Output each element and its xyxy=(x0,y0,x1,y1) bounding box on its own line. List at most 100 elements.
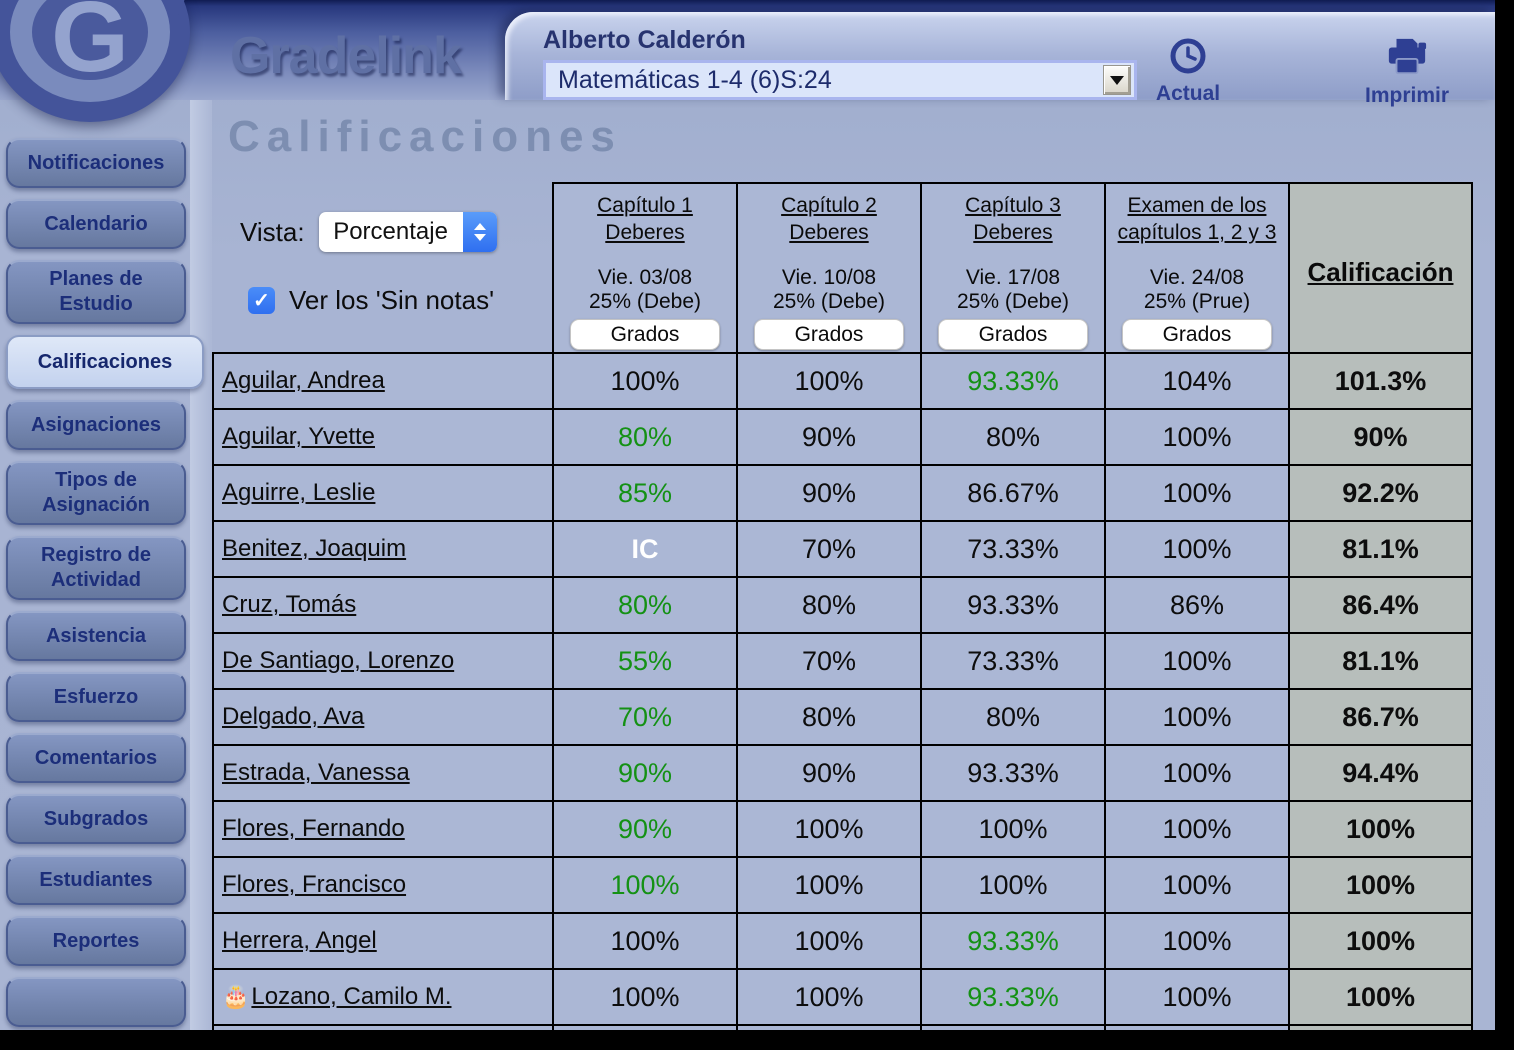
grade-cell: 100% xyxy=(552,968,738,1026)
show-no-grades-label: Ver los 'Sin notas' xyxy=(289,285,495,315)
teacher-name: Alberto Calderón xyxy=(543,26,746,54)
grade-cell: 73.33% xyxy=(920,520,1106,578)
grade-cell xyxy=(1104,1024,1290,1030)
final-grade-cell: 92.2% xyxy=(1288,464,1473,522)
final-grade-cell: 86.7% xyxy=(1288,688,1473,746)
grade-cell: 100% xyxy=(1104,632,1290,690)
show-no-grades-checkbox[interactable]: ✓ xyxy=(248,287,275,314)
grade-cell: 90% xyxy=(552,800,738,858)
grados-button[interactable]: Grados xyxy=(1122,319,1272,350)
class-selector-dropdown[interactable]: Matemáticas 1-4 (6)S:24 xyxy=(543,60,1137,100)
table-row: Herrera, Angel 100% 100% 93.33% 100% 100% xyxy=(212,912,1473,970)
grade-cell: 100% xyxy=(736,352,922,410)
grade-cell: 100% xyxy=(552,352,738,410)
column-header-capitulo-1-deberes: Capítulo 1 Deberes Vie. 03/08 25% (Debe) Gra… xyxy=(552,182,738,354)
table-row: 🎂Lozano, Camilo M. 100% 100% 93.33% 100% 100% xyxy=(212,968,1473,1026)
grade-cell: 80% xyxy=(920,688,1106,746)
sidebar: Notificaciones Calendario Planes de Estudi… xyxy=(6,138,206,1027)
grade-cell: IC xyxy=(552,520,738,578)
grade-cell: 90% xyxy=(736,408,922,466)
vista-select[interactable]: Porcentaje xyxy=(318,212,497,252)
sidebar-content-divider xyxy=(190,100,212,1030)
assignment-link[interactable]: Capítulo 3 Deberes xyxy=(965,194,1061,244)
student-name-link[interactable]: Cruz, Tomás xyxy=(222,591,357,618)
grados-button[interactable]: Grados xyxy=(754,319,904,350)
grade-cell: 100% xyxy=(736,968,922,1026)
student-name-link[interactable]: Aguirre, Leslie xyxy=(222,479,376,506)
student-name-cell: Aguirre, Leslie xyxy=(212,464,554,522)
imprimir-button[interactable]: Imprimir xyxy=(1362,36,1452,108)
actual-button[interactable]: Actual xyxy=(1152,36,1224,106)
student-name-link[interactable]: Flores, Fernando xyxy=(222,815,405,842)
grade-cell xyxy=(736,1024,922,1030)
show-no-grades-control: ✓ Ver los 'Sin notas' xyxy=(248,285,494,316)
student-name-link[interactable]: De Santiago, Lorenzo xyxy=(222,647,455,674)
sidebar-item-estudiantes[interactable]: Estudiantes xyxy=(6,855,186,905)
grade-cell: 104% xyxy=(1104,352,1290,410)
sidebar-item-calificaciones[interactable]: Calificaciones xyxy=(6,335,204,389)
column-header-capitulo-2-deberes: Capítulo 2 Deberes Vie. 10/08 25% (Debe) Gra… xyxy=(736,182,922,354)
sidebar-item-comentarios[interactable]: Comentarios xyxy=(6,733,186,783)
student-name-link[interactable]: Estrada, Vanessa xyxy=(222,759,410,786)
student-name-link[interactable]: Delgado, Ava xyxy=(222,703,365,730)
sidebar-item-notificaciones[interactable]: Notificaciones xyxy=(6,138,186,188)
grade-cell: 90% xyxy=(736,464,922,522)
logo-letter: G xyxy=(51,0,129,93)
sidebar-item-calendario[interactable]: Calendario xyxy=(6,199,186,249)
student-name-cell: Estrada, Vanessa xyxy=(212,744,554,802)
grade-cell: 73.33% xyxy=(920,632,1106,690)
student-name-cell: De Santiago, Lorenzo xyxy=(212,632,554,690)
sidebar-item-subgrados[interactable]: Subgrados xyxy=(6,794,186,844)
assignment-weight: 25% (Debe) xyxy=(772,290,886,313)
grade-cell: 100% xyxy=(1104,912,1290,970)
grade-cell: 100% xyxy=(1104,408,1290,466)
grados-button[interactable]: Grados xyxy=(570,319,720,350)
imprimir-label: Imprimir xyxy=(1364,84,1450,107)
student-name-link[interactable]: Benitez, Joaquim xyxy=(222,535,407,562)
sidebar-item-registro-de-actividad[interactable]: Registro de Actividad xyxy=(6,536,186,600)
grade-cell: 93.33% xyxy=(920,912,1106,970)
table-row: Benitez, Joaquim IC 70% 73.33% 100% 81.1% xyxy=(212,520,1473,578)
assignment-link[interactable]: Capítulo 2 Deberes xyxy=(781,194,877,244)
sidebar-item-asignaciones[interactable]: Asignaciones xyxy=(6,400,186,450)
brand-wordmark: Gradelink xyxy=(230,27,462,85)
select-stepper-icon xyxy=(462,212,497,252)
assignment-weight: 25% (Debe) xyxy=(588,290,702,313)
chevron-down-icon xyxy=(473,234,486,241)
grade-cell: 80% xyxy=(736,688,922,746)
assignment-link[interactable]: Examen de los capítulos 1, 2 y 3 xyxy=(1117,194,1277,244)
grade-cell: 93.33% xyxy=(920,968,1106,1026)
grados-button[interactable]: Grados xyxy=(938,319,1088,350)
final-grade-cell: 100% xyxy=(1288,968,1473,1026)
grade-cell: 80% xyxy=(552,408,738,466)
gradelink-logo-icon: G xyxy=(0,0,212,122)
table-row-partial xyxy=(212,1024,1473,1030)
class-selector-arrow-button[interactable] xyxy=(1103,65,1131,95)
header: G Gradelink Alberto Calderón Matemáticas… xyxy=(0,0,1495,122)
student-name-link[interactable]: Lozano, Camilo M. xyxy=(251,983,452,1010)
table-row: Flores, Fernando 90% 100% 100% 100% 100% xyxy=(212,800,1473,858)
sidebar-item-reportes[interactable]: Reportes xyxy=(6,916,186,966)
table-row: Aguilar, Andrea 100% 100% 93.33% 104% 101.3% xyxy=(212,352,1473,410)
final-grade-cell: 100% xyxy=(1288,912,1473,970)
grade-cell: 100% xyxy=(736,800,922,858)
student-name-cell: Herrera, Angel xyxy=(212,912,554,970)
sidebar-item-tipos-de-asignacion[interactable]: Tipos de Asignación xyxy=(6,461,186,525)
student-name-cell: Flores, Francisco xyxy=(212,856,554,914)
student-name-link[interactable]: Flores, Francisco xyxy=(222,871,407,898)
sidebar-item-planes-de-estudio[interactable]: Planes de Estudio xyxy=(6,260,186,324)
final-grade-cell: 86.4% xyxy=(1288,576,1473,634)
sidebar-item-partial[interactable] xyxy=(6,977,186,1027)
chevron-up-icon xyxy=(473,223,486,230)
student-name-link[interactable]: Aguilar, Yvette xyxy=(222,423,375,450)
grade-cell: 80% xyxy=(920,408,1106,466)
grade-cell: 93.33% xyxy=(920,744,1106,802)
grade-cell xyxy=(212,1024,554,1030)
student-name-link[interactable]: Aguilar, Andrea xyxy=(222,367,385,394)
grade-cell: 100% xyxy=(552,912,738,970)
sidebar-item-esfuerzo[interactable]: Esfuerzo xyxy=(6,672,186,722)
assignment-link[interactable]: Capítulo 1 Deberes xyxy=(597,194,693,244)
sidebar-item-asistencia[interactable]: Asistencia xyxy=(6,611,186,661)
grade-cell: 70% xyxy=(736,520,922,578)
student-name-link[interactable]: Herrera, Angel xyxy=(222,927,377,954)
